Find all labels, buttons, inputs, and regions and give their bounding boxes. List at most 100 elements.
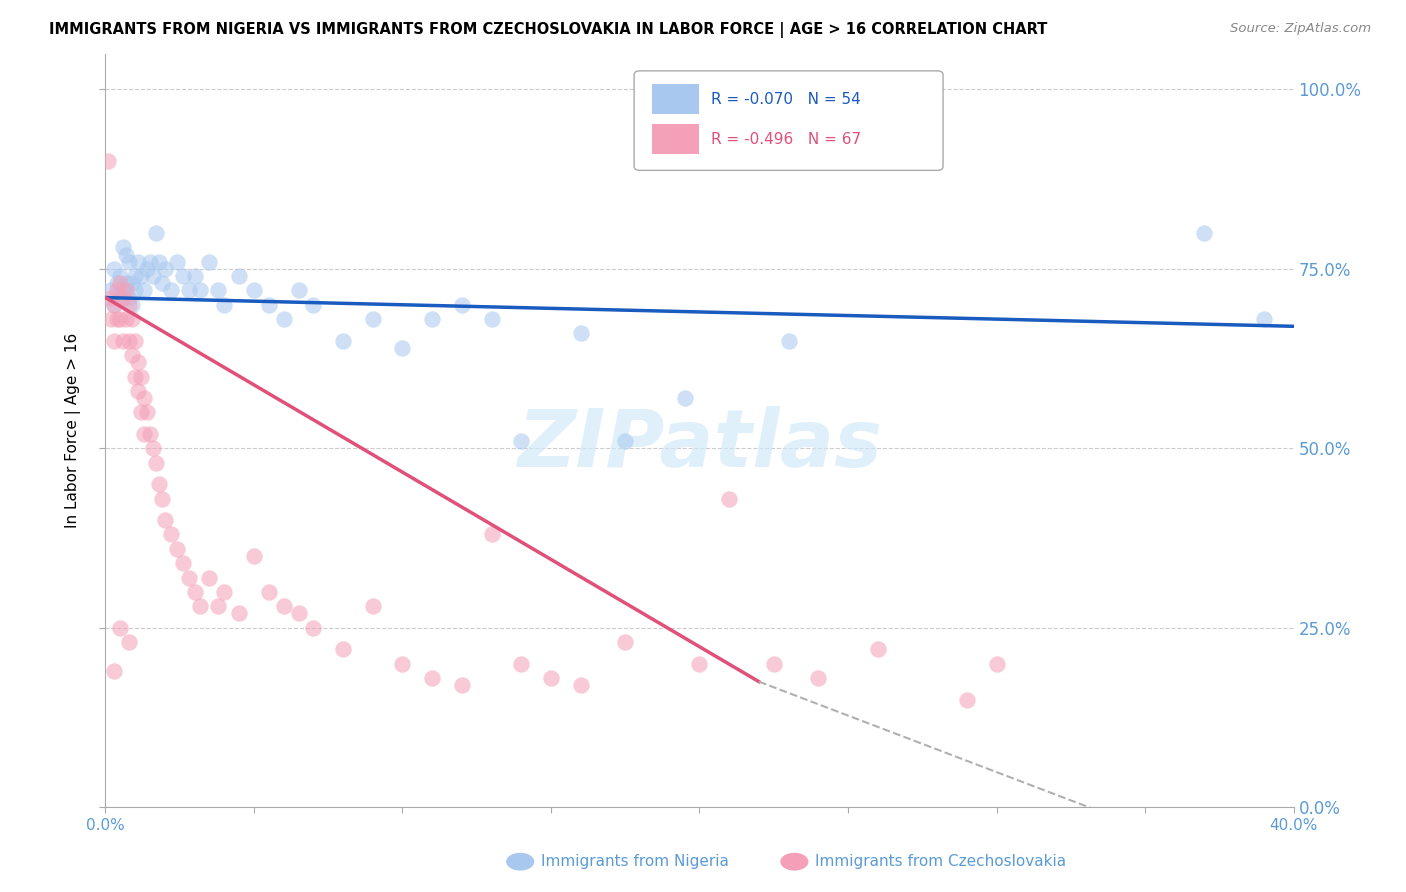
Point [139, 254, 162, 268]
Point [762, 657, 785, 671]
Point [105, 277, 128, 291]
Point [177, 570, 200, 584]
Text: R = -0.496   N = 67: R = -0.496 N = 67 [711, 132, 862, 147]
Point [273, 312, 295, 326]
Point [183, 268, 205, 283]
Point [450, 298, 472, 312]
Point [100, 291, 122, 305]
Point [110, 277, 132, 291]
Point [807, 671, 830, 685]
Point [148, 477, 170, 491]
Point [129, 268, 152, 283]
Point [112, 291, 135, 305]
Point [132, 284, 155, 298]
Point [190, 284, 212, 298]
Point [118, 291, 141, 305]
Point [420, 671, 443, 685]
Point [110, 268, 132, 283]
Point [103, 334, 125, 348]
Point [115, 247, 138, 261]
Point [510, 657, 533, 671]
Point [118, 334, 141, 348]
Point [287, 607, 309, 621]
Point [118, 635, 141, 649]
Point [118, 298, 141, 312]
Point [159, 284, 181, 298]
Point [510, 434, 533, 449]
Text: R = -0.070   N = 54: R = -0.070 N = 54 [711, 92, 860, 107]
Point [673, 391, 696, 405]
Point [112, 240, 135, 254]
Point [257, 585, 280, 599]
Point [257, 298, 280, 312]
Point [124, 284, 146, 298]
Point [361, 599, 384, 614]
Point [207, 284, 229, 298]
Point [481, 527, 503, 541]
Text: IMMIGRANTS FROM NIGERIA VS IMMIGRANTS FROM CZECHOSLOVAKIA IN LABOR FORCE | AGE >: IMMIGRANTS FROM NIGERIA VS IMMIGRANTS FR… [49, 22, 1047, 38]
Point [148, 254, 170, 268]
Point [332, 642, 354, 657]
Point [159, 527, 181, 541]
Point [112, 284, 135, 298]
Point [689, 657, 711, 671]
Point [718, 491, 741, 506]
Point [110, 291, 132, 305]
Point [481, 312, 503, 326]
Point [177, 284, 200, 298]
Point [866, 642, 889, 657]
Point [166, 541, 188, 556]
Point [956, 692, 979, 706]
Point [127, 254, 149, 268]
Point [614, 635, 637, 649]
Point [110, 621, 132, 635]
Y-axis label: In Labor Force | Age > 16: In Labor Force | Age > 16 [65, 333, 82, 528]
Point [103, 261, 125, 276]
Point [121, 348, 143, 362]
Point [118, 254, 141, 268]
Point [214, 298, 236, 312]
Point [121, 277, 143, 291]
FancyBboxPatch shape [634, 70, 943, 170]
Point [172, 268, 194, 283]
Point [228, 268, 250, 283]
Point [115, 284, 138, 298]
Point [391, 657, 413, 671]
Point [136, 405, 159, 419]
Bar [652, 124, 700, 153]
Point [121, 298, 143, 312]
Point [127, 355, 149, 369]
Point [540, 671, 562, 685]
Point [207, 599, 229, 614]
Point [1253, 312, 1275, 326]
Point [332, 334, 354, 348]
Bar [652, 84, 700, 114]
Point [142, 442, 165, 456]
Point [132, 391, 155, 405]
Point [150, 491, 173, 506]
Point [198, 570, 221, 584]
Point [198, 254, 221, 268]
Point [391, 341, 413, 355]
Point [986, 657, 1008, 671]
Text: ZIPatlas: ZIPatlas [517, 407, 882, 484]
Point [153, 513, 176, 527]
Point [124, 268, 146, 283]
Point [172, 556, 194, 570]
Point [103, 298, 125, 312]
Point [124, 369, 146, 384]
Point [302, 298, 325, 312]
Point [142, 268, 165, 283]
Point [97, 154, 120, 169]
Point [112, 334, 135, 348]
Point [100, 284, 122, 298]
Point [115, 277, 138, 291]
Text: Source: ZipAtlas.com: Source: ZipAtlas.com [1230, 22, 1371, 36]
Point [420, 312, 443, 326]
Point [1194, 226, 1216, 240]
Point [121, 312, 143, 326]
Point [129, 369, 152, 384]
Point [778, 334, 800, 348]
Point [139, 427, 162, 442]
Point [273, 599, 295, 614]
